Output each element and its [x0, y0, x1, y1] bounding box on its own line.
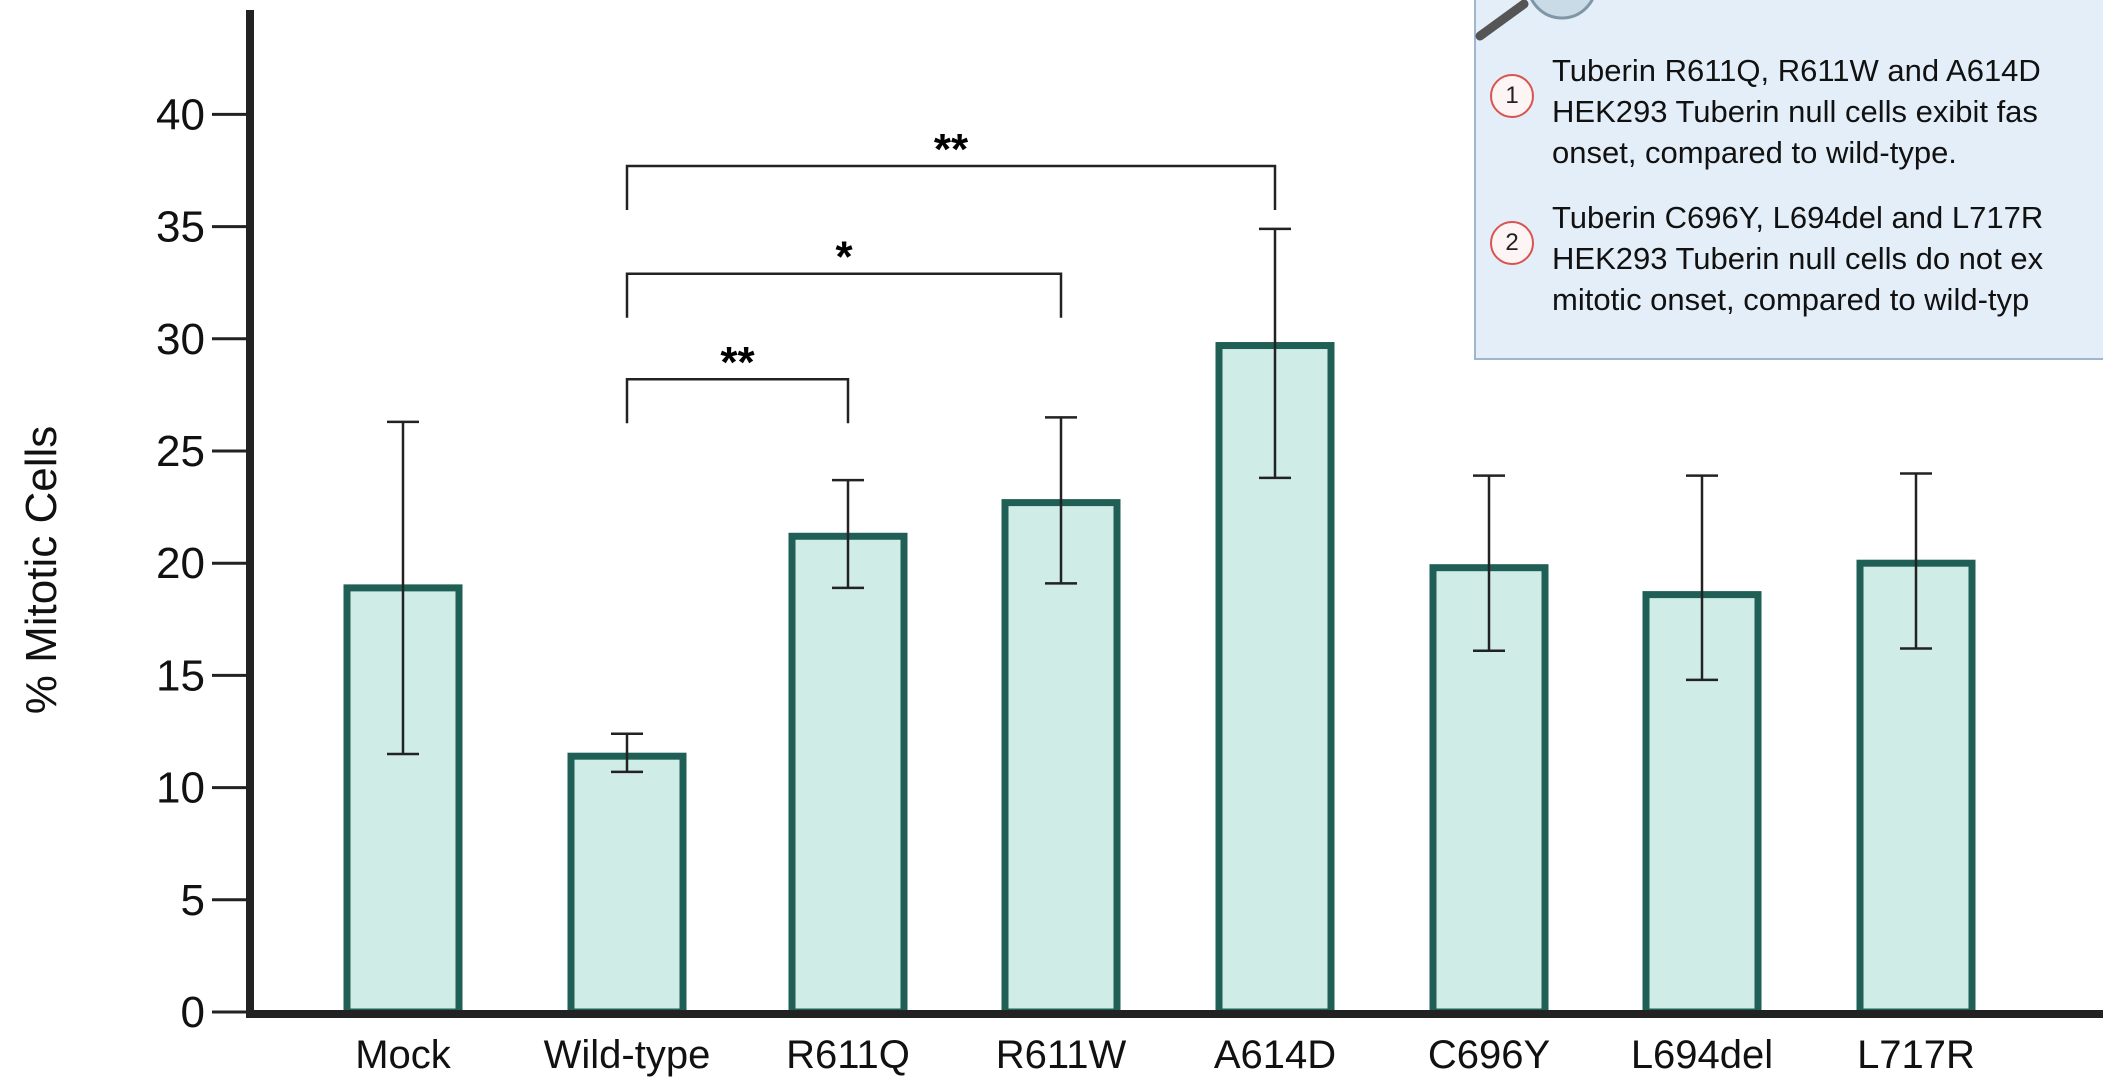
finding-2-badge: 2: [1490, 221, 1534, 265]
bar-r611q: [788, 532, 908, 1016]
error-bar-wild-type: [611, 732, 643, 774]
x-tick-label: R611Q: [786, 1033, 910, 1077]
significance-brackets: *****: [625, 125, 1277, 424]
y-axis: 0 5 10 15 20 25 30 35 40: [156, 10, 254, 1037]
error-bar-a614d: [1259, 227, 1291, 480]
x-tick-label: R611W: [996, 1033, 1127, 1077]
significance-label: *: [835, 233, 853, 282]
finding-1-badge: 1: [1490, 74, 1534, 118]
error-bar-r611q: [832, 478, 864, 590]
bar-wild-type: [567, 752, 687, 1016]
significance-bracket: **: [625, 338, 850, 424]
x-tick-label: Wild-type: [544, 1033, 711, 1077]
significance-label: **: [720, 338, 755, 387]
x-tick-label: Mock: [355, 1033, 452, 1077]
y-tick-label: 5: [181, 876, 205, 925]
x-tick-label: L717R: [1857, 1033, 1975, 1077]
magnifier-icon: [1475, 0, 1594, 41]
significance-label: **: [934, 125, 969, 174]
bar-r611w: [1001, 499, 1121, 1016]
x-axis: Mock Wild-type R611Q R611W A614D C696Y L694del…: [246, 1010, 2103, 1077]
significance-bracket: *: [625, 233, 1063, 318]
y-tick-label: 35: [156, 203, 205, 252]
findings-panel: 1 Tuberin R611Q, R611W and A614D HEK293 …: [1474, 0, 2103, 360]
finding-2-text: Tuberin C696Y, L694del and L717R HEK293 …: [1552, 200, 2044, 317]
y-tick-label: 0: [181, 988, 205, 1037]
finding-1-text: Tuberin R611Q, R611W and A614D HEK293 Tu…: [1552, 53, 2041, 170]
y-tick-label: 10: [156, 764, 205, 813]
bars: [343, 342, 1976, 1016]
y-axis-label: % Mitotic Cells: [17, 426, 66, 715]
x-tick-label: C696Y: [1428, 1033, 1550, 1077]
error-bar-l717r: [1900, 472, 1932, 650]
error-bar-r611w: [1045, 416, 1077, 585]
error-bars: [387, 227, 1932, 774]
y-tick-label: 15: [156, 651, 205, 700]
error-bar-l694del: [1686, 474, 1718, 682]
y-tick-label: 30: [156, 315, 205, 364]
y-tick-label: 20: [156, 539, 205, 588]
y-tick-label: 40: [156, 90, 205, 139]
x-tick-label: L694del: [1631, 1033, 1773, 1077]
error-bar-c696y: [1473, 474, 1505, 652]
significance-bracket: **: [625, 125, 1277, 211]
y-tick-label: 25: [156, 427, 205, 476]
error-bar-mock: [387, 420, 419, 756]
x-tick-label: A614D: [1214, 1033, 1336, 1077]
